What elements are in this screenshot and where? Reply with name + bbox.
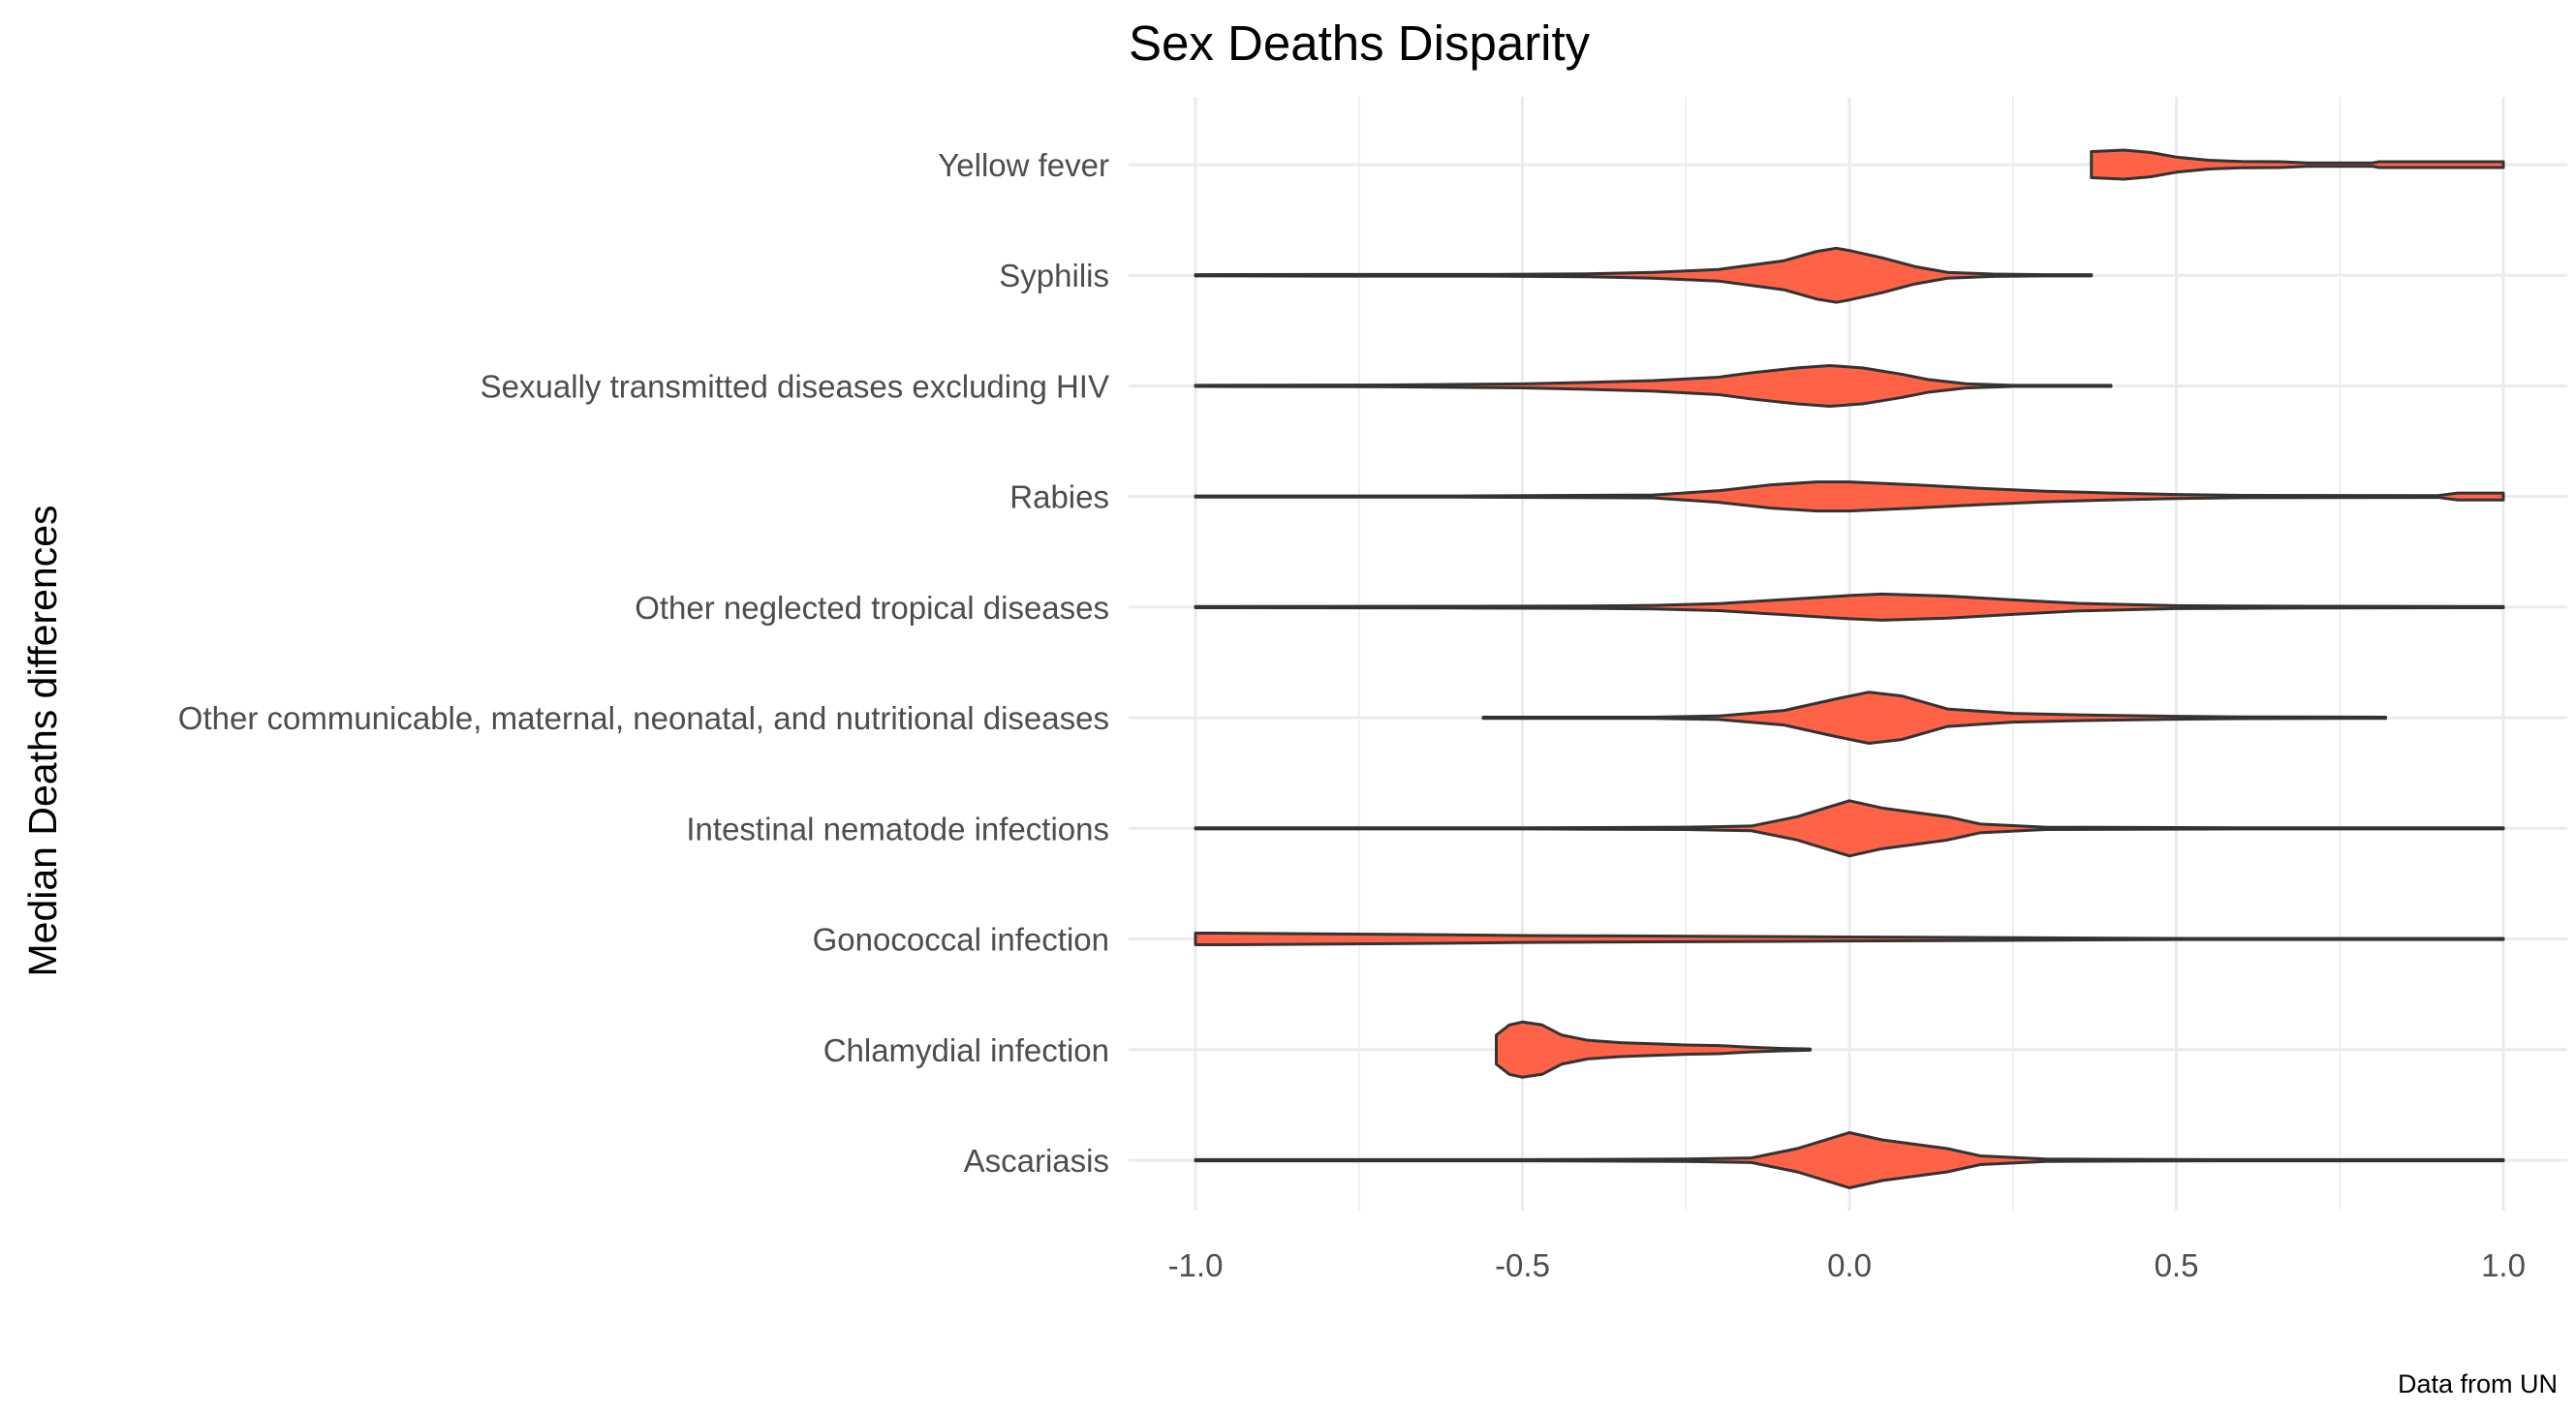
x-tick-label: 1.0 (2481, 1247, 2526, 1283)
y-tick-label: Ascariasis (964, 1143, 1109, 1179)
violin-sexually-transmitted-diseases-excluding-hiv (1194, 363, 2113, 408)
x-tick-label: -1.0 (1168, 1247, 1224, 1283)
violin-gonococcal-infection (1194, 932, 2505, 947)
violin-intestinal-nematode-infections (1194, 799, 2505, 858)
x-tick-labels: -1.0 -0.5 0.0 0.5 1.0 (1168, 1247, 2526, 1283)
violin-yellow-fever (2090, 148, 2505, 181)
x-tick-label: 0.0 (1827, 1247, 1872, 1283)
y-axis-title: Median Deaths differences (20, 506, 65, 977)
y-tick-label: Sexually transmitted diseases excluding … (481, 368, 1109, 404)
y-tick-label: Rabies (1009, 479, 1109, 515)
y-tick-label: Syphilis (999, 258, 1109, 293)
y-tick-label: Intestinal nematode infections (686, 811, 1109, 846)
violin-chlamydial-infection (1495, 1020, 1812, 1079)
violin-rabies (1194, 480, 2505, 513)
y-tick-label: Yellow fever (938, 147, 1109, 183)
violins (1194, 148, 2505, 1189)
violin-syphilis (1194, 246, 2094, 304)
y-tick-label: Other communicable, maternal, neonatal, … (178, 700, 1109, 736)
x-tick-label: 0.5 (2155, 1247, 2199, 1283)
violin-other-neglected-tropical-diseases (1194, 592, 2505, 622)
y-tick-label: Other neglected tropical diseases (635, 590, 1109, 626)
y-tick-label: Gonococcal infection (813, 922, 1109, 958)
violin-ascariasis (1194, 1131, 2505, 1189)
chart-caption: Data from UN (2398, 1369, 2558, 1398)
y-tick-labels: Yellow fever Syphilis Sexually transmitted… (178, 147, 1109, 1179)
y-tick-label: Chlamydial infection (823, 1032, 1109, 1068)
chart-title: Sex Deaths Disparity (1129, 15, 1591, 71)
violin-other-communicable-maternal-neonatal-and-nutritional-diseases (1481, 691, 2387, 746)
x-tick-label: -0.5 (1495, 1247, 1550, 1283)
